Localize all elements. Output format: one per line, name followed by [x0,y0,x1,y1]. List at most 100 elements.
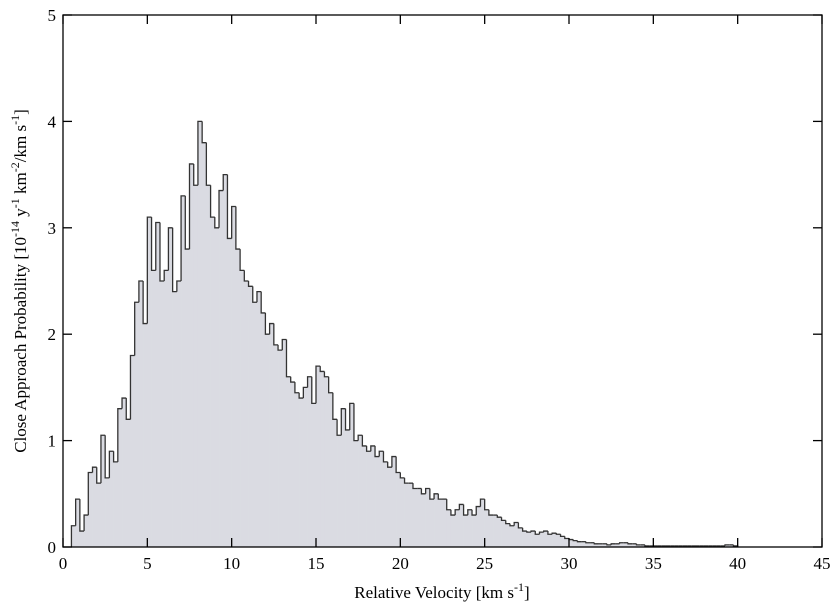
bar [227,238,232,547]
bar [606,544,612,547]
bar [117,408,123,547]
bar-outline [361,435,367,447]
bar-outline [121,397,127,409]
bar [442,499,448,547]
bar-outline [112,451,118,463]
bar [75,499,81,547]
bar [324,376,329,547]
bar-outline [378,450,384,457]
bar-outline [496,515,502,518]
bar [214,227,220,548]
x-tick-label: 25 [476,554,493,573]
bar-outline [323,371,329,378]
bar-outline [264,312,270,335]
bar-outline [209,185,215,218]
bar-outline [75,498,80,526]
bar [455,509,460,547]
bar [581,541,587,547]
bar [138,281,144,547]
bar-outline [521,527,527,532]
bar [387,467,393,547]
x-tick-label: 35 [645,554,662,573]
bar [446,509,452,547]
bar [497,517,502,547]
bar-outline [328,376,333,394]
bar [223,174,228,547]
y-axis-label: Close Approach Probability [10-14 y-1 km… [8,109,30,453]
bar [501,520,507,547]
bar-outline [256,290,262,303]
bar-outline [108,450,114,478]
bar-outline [226,174,232,240]
bar [636,544,641,547]
bar-outline [247,281,253,287]
bar [311,403,317,547]
bar-outline [163,269,169,281]
y-tick-label: 1 [48,432,57,451]
bar-outline [319,366,325,373]
bar-outline [87,471,93,516]
x-tick-label: 30 [561,554,578,573]
bar-outline [446,499,451,511]
xlabel-part: -1 [514,580,524,594]
x-tick-label: 20 [392,554,409,573]
ylabel-part: Close Approach Probability [10 [11,237,30,453]
bar [113,461,119,547]
bar-outline [294,382,300,394]
bar-outline [167,227,173,271]
bar-outline [125,398,131,420]
bar [383,461,388,547]
bar-outline [644,544,650,547]
bar-outline [79,499,85,532]
x-tick-label: 0 [59,554,68,573]
bar-outline [150,217,156,272]
bar [176,281,182,547]
bar [535,534,540,547]
bar-outline [559,534,565,538]
bar [417,488,422,547]
bar [725,544,730,547]
bar-outline [306,376,312,388]
bar [320,371,325,547]
bar-outline [543,530,548,533]
bar [193,185,199,548]
bar [450,515,456,547]
bar [729,544,734,547]
bar-outline [500,517,506,522]
bar [429,499,435,547]
x-axis-label: Relative Velocity [km s-1] [354,580,529,602]
x-tick-label: 15 [308,554,325,573]
bar [143,323,148,547]
bar [400,477,405,547]
bar-outline [134,301,139,356]
bar-outline [572,539,578,542]
bar [396,472,401,547]
bar-outline [382,451,388,463]
bar [341,408,346,547]
bar [493,515,498,547]
bar-outline [184,195,190,250]
y-tick-label: 5 [48,6,57,25]
bar [476,506,481,547]
bar [573,540,578,547]
bar [640,544,646,547]
bar-outline [585,541,591,544]
bar [370,445,376,547]
bar [434,493,439,547]
ylabel-part: -14 [8,221,22,237]
bar-outline [606,543,612,546]
bar-outline [555,533,561,535]
bar [130,355,135,547]
bar-outline [471,509,477,516]
bar [316,366,321,547]
bar [185,249,190,547]
bar-outline [201,121,207,144]
bar [303,387,308,547]
y-tick-label: 4 [48,112,57,131]
bar [438,499,443,547]
bar [366,451,372,547]
bar-outline [353,403,359,442]
x-tick-label: 5 [143,554,152,573]
bar [307,376,313,547]
bar [290,382,296,547]
